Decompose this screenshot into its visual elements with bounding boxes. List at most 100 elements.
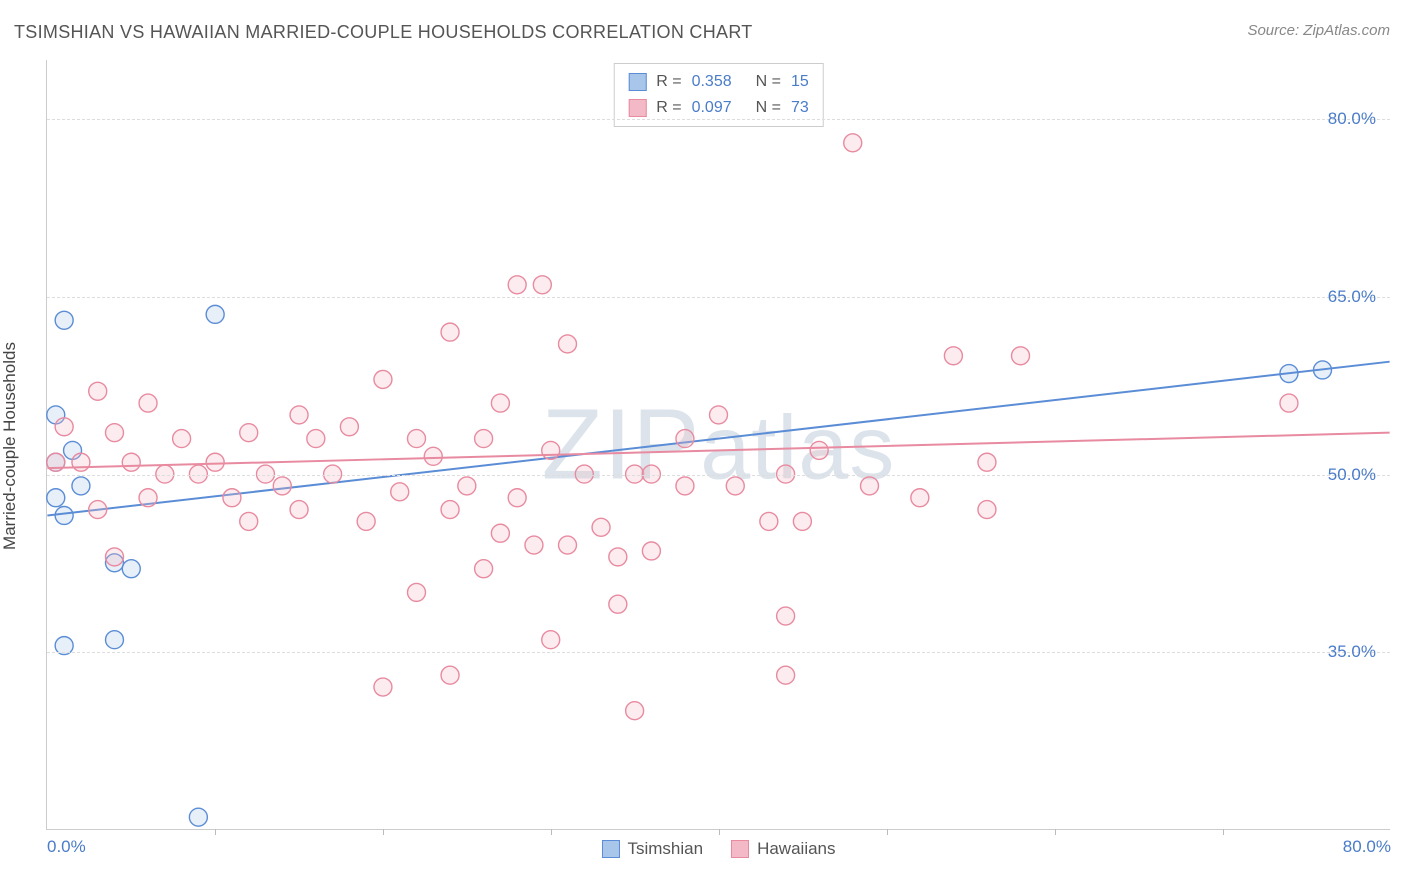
data-point <box>676 477 694 495</box>
data-point <box>911 489 929 507</box>
data-point <box>710 406 728 424</box>
x-tick-mark <box>383 829 384 835</box>
gridline <box>47 119 1390 120</box>
chart-container: TSIMSHIAN VS HAWAIIAN MARRIED-COUPLE HOU… <box>0 0 1406 892</box>
gridline <box>47 297 1390 298</box>
data-point <box>441 666 459 684</box>
x-tick-label: 80.0% <box>1343 837 1391 857</box>
data-point <box>1280 394 1298 412</box>
data-point <box>475 430 493 448</box>
legend-stats: R = 0.358 N = 15 R = 0.097 N = 73 <box>613 63 824 127</box>
data-point <box>777 666 795 684</box>
y-tick-label: 50.0% <box>1328 465 1376 485</box>
n-value-tsimshian: 15 <box>791 69 809 95</box>
data-point <box>307 430 325 448</box>
y-axis-label: Married-couple Households <box>0 342 20 550</box>
swatch-tsimshian <box>628 73 646 91</box>
data-point <box>122 560 140 578</box>
chart-title: TSIMSHIAN VS HAWAIIAN MARRIED-COUPLE HOU… <box>14 22 753 43</box>
legend-item-tsimshian: Tsimshian <box>601 839 703 859</box>
data-point <box>542 441 560 459</box>
data-point <box>89 501 107 519</box>
data-point <box>290 501 308 519</box>
data-point <box>676 430 694 448</box>
data-point <box>525 536 543 554</box>
series-name: Tsimshian <box>627 839 703 859</box>
data-point <box>223 489 241 507</box>
data-point <box>105 631 123 649</box>
plot-area: ZIPatlas R = 0.358 N = 15 R = 0.097 N = … <box>46 60 1390 830</box>
data-point <box>55 506 73 524</box>
swatch-tsimshian <box>601 840 619 858</box>
y-tick-label: 65.0% <box>1328 287 1376 307</box>
data-point <box>978 501 996 519</box>
y-tick-label: 80.0% <box>1328 109 1376 129</box>
data-point <box>357 512 375 530</box>
x-tick-mark <box>719 829 720 835</box>
legend-row-hawaiians: R = 0.097 N = 73 <box>628 95 809 121</box>
data-point <box>55 311 73 329</box>
data-point <box>55 418 73 436</box>
data-point <box>391 483 409 501</box>
data-point <box>139 394 157 412</box>
legend-row-tsimshian: R = 0.358 N = 15 <box>628 69 809 95</box>
r-label: R = <box>656 69 681 95</box>
x-tick-mark <box>887 829 888 835</box>
data-point <box>559 536 577 554</box>
data-point <box>105 548 123 566</box>
data-point <box>592 518 610 536</box>
data-point <box>72 477 90 495</box>
gridline <box>47 652 1390 653</box>
swatch-hawaiians <box>628 99 646 117</box>
data-point <box>374 678 392 696</box>
swatch-hawaiians <box>731 840 749 858</box>
data-point <box>726 477 744 495</box>
data-point <box>609 548 627 566</box>
data-point <box>290 406 308 424</box>
x-tick-mark <box>215 829 216 835</box>
n-label: N = <box>756 95 781 121</box>
data-point <box>89 382 107 400</box>
data-point <box>458 477 476 495</box>
data-point <box>508 276 526 294</box>
series-name: Hawaiians <box>757 839 835 859</box>
data-point <box>441 501 459 519</box>
data-point <box>642 542 660 560</box>
scatter-svg <box>47 60 1390 829</box>
data-point <box>47 489 65 507</box>
data-point <box>844 134 862 152</box>
data-point <box>533 276 551 294</box>
n-label: N = <box>756 69 781 95</box>
data-point <box>240 424 258 442</box>
source-text: Source: ZipAtlas.com <box>1247 22 1390 39</box>
n-value-hawaiians: 73 <box>791 95 809 121</box>
data-point <box>206 305 224 323</box>
r-value-tsimshian: 0.358 <box>692 69 732 95</box>
legend-series: Tsimshian Hawaiians <box>601 839 835 859</box>
y-tick-label: 35.0% <box>1328 642 1376 662</box>
data-point <box>139 489 157 507</box>
data-point <box>861 477 879 495</box>
data-point <box>374 370 392 388</box>
data-point <box>72 453 90 471</box>
data-point <box>408 583 426 601</box>
data-point <box>542 631 560 649</box>
data-point <box>441 323 459 341</box>
data-point <box>491 524 509 542</box>
data-point <box>206 453 224 471</box>
data-point <box>240 512 258 530</box>
data-point <box>978 453 996 471</box>
data-point <box>508 489 526 507</box>
data-point <box>424 447 442 465</box>
data-point <box>340 418 358 436</box>
r-value-hawaiians: 0.097 <box>692 95 732 121</box>
x-tick-mark <box>1055 829 1056 835</box>
data-point <box>173 430 191 448</box>
data-point <box>793 512 811 530</box>
x-tick-mark <box>551 829 552 835</box>
data-point <box>273 477 291 495</box>
x-tick-mark <box>1223 829 1224 835</box>
data-point <box>626 702 644 720</box>
data-point <box>1012 347 1030 365</box>
data-point <box>408 430 426 448</box>
